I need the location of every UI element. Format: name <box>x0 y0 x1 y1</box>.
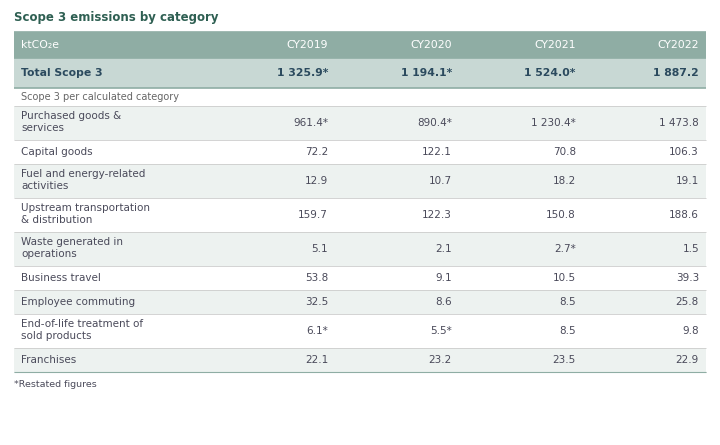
Text: 70.8: 70.8 <box>553 147 576 157</box>
Text: 5.5*: 5.5* <box>431 326 452 336</box>
Text: ktCO₂e: ktCO₂e <box>21 40 59 50</box>
Text: 23.2: 23.2 <box>428 355 452 365</box>
Text: Scope 3 per calculated category: Scope 3 per calculated category <box>21 92 179 102</box>
Bar <box>14 32 706 58</box>
Bar <box>14 348 706 372</box>
Text: 8.5: 8.5 <box>559 297 576 307</box>
Text: 25.8: 25.8 <box>676 297 699 307</box>
Text: 1 524.0*: 1 524.0* <box>524 68 576 78</box>
Text: Purchased goods &
services: Purchased goods & services <box>21 111 121 133</box>
Text: 1 325.9*: 1 325.9* <box>276 68 328 78</box>
Text: 12.9: 12.9 <box>305 176 328 186</box>
Text: 23.5: 23.5 <box>552 355 576 365</box>
Text: 150.8: 150.8 <box>546 210 576 220</box>
Text: 72.2: 72.2 <box>305 147 328 157</box>
Bar <box>14 232 706 266</box>
Text: Employee commuting: Employee commuting <box>21 297 135 307</box>
Text: 32.5: 32.5 <box>305 297 328 307</box>
Text: 6.1*: 6.1* <box>306 326 328 336</box>
Text: 1 887.2: 1 887.2 <box>653 68 699 78</box>
Text: 188.6: 188.6 <box>669 210 699 220</box>
Text: 961.4*: 961.4* <box>293 118 328 128</box>
Text: 122.3: 122.3 <box>422 210 452 220</box>
Bar <box>14 106 706 140</box>
Text: 122.1: 122.1 <box>422 147 452 157</box>
Text: Capital goods: Capital goods <box>21 147 93 157</box>
Text: Franchises: Franchises <box>21 355 76 365</box>
Text: 22.1: 22.1 <box>305 355 328 365</box>
Text: 9.1: 9.1 <box>436 273 452 283</box>
Text: CY2019: CY2019 <box>287 40 328 50</box>
Text: Business travel: Business travel <box>21 273 101 283</box>
Bar <box>14 266 706 290</box>
Text: 2.1: 2.1 <box>436 244 452 254</box>
Text: 22.9: 22.9 <box>676 355 699 365</box>
Bar <box>14 198 706 232</box>
Text: *Restated figures: *Restated figures <box>14 380 96 389</box>
Text: 106.3: 106.3 <box>670 147 699 157</box>
Text: CY2021: CY2021 <box>534 40 576 50</box>
Text: CY2022: CY2022 <box>657 40 699 50</box>
Text: 890.4*: 890.4* <box>417 118 452 128</box>
Bar <box>14 164 706 198</box>
Text: 1 473.8: 1 473.8 <box>660 118 699 128</box>
Text: 1 230.4*: 1 230.4* <box>531 118 576 128</box>
Text: 10.7: 10.7 <box>429 176 452 186</box>
Text: Total Scope 3: Total Scope 3 <box>21 68 103 78</box>
Bar <box>14 140 706 164</box>
Text: Waste generated in
operations: Waste generated in operations <box>21 237 123 259</box>
Text: 159.7: 159.7 <box>298 210 328 220</box>
Text: 9.8: 9.8 <box>683 326 699 336</box>
Text: 8.6: 8.6 <box>436 297 452 307</box>
Text: 53.8: 53.8 <box>305 273 328 283</box>
Text: 39.3: 39.3 <box>676 273 699 283</box>
Text: Scope 3 emissions by category: Scope 3 emissions by category <box>14 12 218 24</box>
Text: 1 194.1*: 1 194.1* <box>401 68 452 78</box>
Text: 10.5: 10.5 <box>553 273 576 283</box>
Text: 1.5: 1.5 <box>683 244 699 254</box>
Text: 8.5: 8.5 <box>559 326 576 336</box>
Bar <box>14 314 706 348</box>
Text: Upstream transportation
& distribution: Upstream transportation & distribution <box>21 203 150 225</box>
Bar <box>14 290 706 314</box>
Text: 5.1: 5.1 <box>312 244 328 254</box>
Text: CY2020: CY2020 <box>410 40 452 50</box>
Text: 18.2: 18.2 <box>552 176 576 186</box>
Bar <box>14 58 706 88</box>
Text: 19.1: 19.1 <box>676 176 699 186</box>
Text: End-of-life treatment of
sold products: End-of-life treatment of sold products <box>21 319 143 340</box>
Text: Fuel and energy-related
activities: Fuel and energy-related activities <box>21 169 145 190</box>
Text: 2.7*: 2.7* <box>554 244 576 254</box>
Bar <box>14 88 706 106</box>
